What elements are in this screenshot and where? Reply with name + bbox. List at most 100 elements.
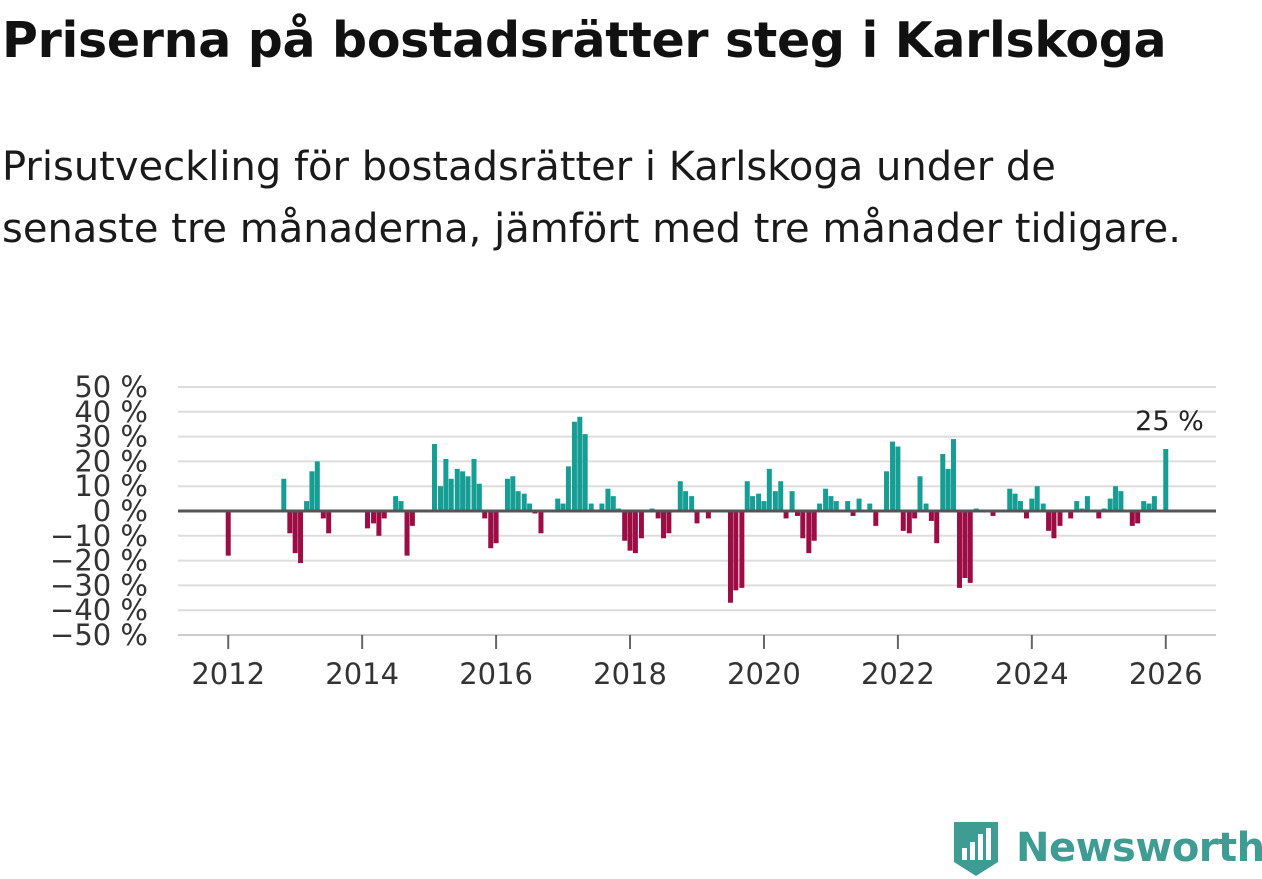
bar [460,471,466,511]
bar [610,496,616,511]
bar [912,511,918,519]
y-tick-label: 20 % [74,444,148,478]
bar [1129,511,1135,526]
bar [605,488,611,511]
bar [632,511,638,554]
bar [1141,501,1147,511]
bar [928,511,934,521]
bar [661,511,667,539]
bar [304,501,310,511]
bar [705,511,711,519]
bar [1051,511,1057,539]
bar [945,468,951,511]
annotations: 25 % [1135,406,1204,437]
bar [515,491,521,511]
bar [828,496,834,511]
bar [823,488,829,511]
bar [521,493,527,511]
bar [895,446,901,511]
bar [1012,493,1018,511]
bar [225,511,231,556]
bar [476,483,482,511]
bar [1057,511,1063,526]
bar [560,503,566,511]
bar [1046,511,1052,531]
y-tick-label: 40 % [74,395,148,429]
bar [1040,503,1046,511]
bar [326,511,332,534]
bar [314,461,320,511]
bar [1074,501,1080,511]
bar [817,503,823,511]
newsworthy-logo-icon [954,822,998,876]
y-tick-label: 10 % [74,469,148,503]
bar [381,511,387,519]
bar [493,511,499,544]
bar [845,501,851,511]
bar [298,511,304,564]
bar [404,511,410,556]
bar [1107,498,1113,511]
y-tick-label: 30 % [74,420,148,454]
page-title: Priserna på bostadsrätter steg i Karlsko… [2,12,1167,69]
y-tick-label: −10 % [50,519,148,553]
bar [744,481,750,511]
bar [488,511,494,549]
bar [655,511,661,519]
bar [1023,511,1029,519]
bar [1017,501,1023,511]
bar [482,511,488,519]
bar [431,444,437,511]
bar [950,439,956,511]
bar [689,496,695,511]
bar [1068,511,1074,519]
bar [884,471,890,511]
bar [538,511,544,534]
y-tick-label: −40 % [50,593,148,627]
bar [683,491,689,511]
bars [178,416,1216,603]
newsworthy-logo: Newsworthy [950,818,1262,878]
y-tick-label: −30 % [50,568,148,602]
bar [443,458,449,511]
bar [794,511,800,516]
bar [739,511,745,588]
bar [1163,449,1169,511]
bar [1096,511,1102,519]
bar [588,503,594,511]
bar [1029,498,1035,511]
bar [571,421,577,511]
bar [694,511,700,524]
bar [622,511,628,541]
x-tick-label: 2024 [995,657,1069,691]
bar [454,468,460,511]
brand-name: Newsworthy [1016,825,1262,871]
bar [510,476,516,511]
bar [371,511,377,524]
bar [398,501,404,511]
x-tick-label: 2026 [1129,657,1203,691]
x-tick-label: 2018 [593,657,667,691]
bar [438,486,444,511]
last-value-label: 25 % [1135,406,1204,437]
bar [833,501,839,511]
x-tick-label: 2014 [325,657,399,691]
bar [772,491,778,511]
bar [409,511,415,526]
bar [900,511,906,531]
bar [766,468,772,511]
bar [811,511,817,541]
bar [1118,491,1124,511]
bar [727,511,733,603]
bar [957,511,963,588]
bar [783,511,789,519]
bar [789,491,795,511]
x-tick-label: 2022 [861,657,935,691]
x-tick-label: 2016 [459,657,533,691]
bar [1084,496,1090,511]
bar [309,471,315,511]
bar [923,503,929,511]
page-subtitle: Prisutveckling för bostadsrätter i Karls… [2,144,1181,252]
bar [666,511,672,534]
bar [761,501,767,511]
